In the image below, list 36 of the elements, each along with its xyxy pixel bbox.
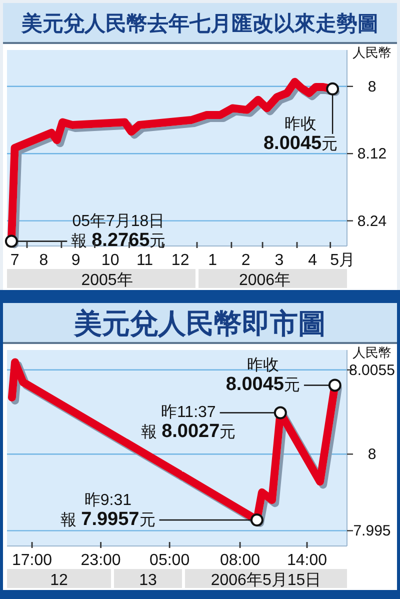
x-tick-label: 14:00 bbox=[286, 552, 328, 569]
x-tick-label: 17:00 bbox=[12, 552, 52, 569]
chart-title: 美元兌人民幣即市圖 bbox=[73, 308, 326, 340]
y-tick-label: 7.995 bbox=[353, 522, 391, 540]
x2-tick-label: 2005年 bbox=[81, 272, 133, 289]
y-tick-label: 8.0055 bbox=[349, 362, 395, 379]
y-tick-label: 8 bbox=[368, 446, 376, 464]
annotation: 05年7月18日報 8.2765元 bbox=[71, 213, 166, 252]
x-tick-label: 11 bbox=[136, 252, 154, 269]
x-tick-label: 2 bbox=[241, 252, 250, 269]
x-tick-label: 12 bbox=[171, 252, 190, 269]
y-tick-label: 8 bbox=[368, 78, 376, 96]
x-tick-label: 05:00 bbox=[150, 552, 190, 569]
x-tick-label: 23:00 bbox=[80, 552, 121, 569]
x-tick-label: 1 bbox=[208, 252, 218, 269]
y-tick-label: 8.24 bbox=[357, 212, 387, 230]
x2-tick-label: 2006年 bbox=[238, 272, 291, 289]
x-tick-label: 8 bbox=[39, 252, 48, 269]
y-axis-title: 人民幣 bbox=[352, 45, 392, 60]
chart-title: 美元兌人民幣去年七月匯改以來走勢圖 bbox=[20, 12, 378, 36]
text: 2006年5月15日 bbox=[210, 572, 322, 589]
x-tick-label: 4 bbox=[308, 252, 318, 269]
y-axis-title: 人民幣 bbox=[352, 345, 392, 360]
x-tick-label: 7 bbox=[10, 252, 20, 269]
annotation: 昨收8.0045元 bbox=[226, 357, 300, 396]
text: 13 bbox=[139, 572, 157, 589]
x-tick-label: 08:00 bbox=[220, 552, 260, 569]
annotation: 昨收8.0045元 bbox=[263, 116, 338, 154]
text: 12 bbox=[50, 572, 68, 589]
x-tick-label: 9 bbox=[71, 252, 80, 269]
annotation: 昨9:31報 7.9957元 bbox=[60, 492, 156, 530]
annotation: 昨11:37報 8.0027元 bbox=[141, 404, 236, 442]
x-tick-label: 5月 bbox=[330, 252, 356, 269]
x-tick-label: 10 bbox=[101, 252, 120, 269]
x-tick-label: 3 bbox=[274, 252, 284, 269]
y-tick-label: 8.12 bbox=[357, 146, 387, 163]
